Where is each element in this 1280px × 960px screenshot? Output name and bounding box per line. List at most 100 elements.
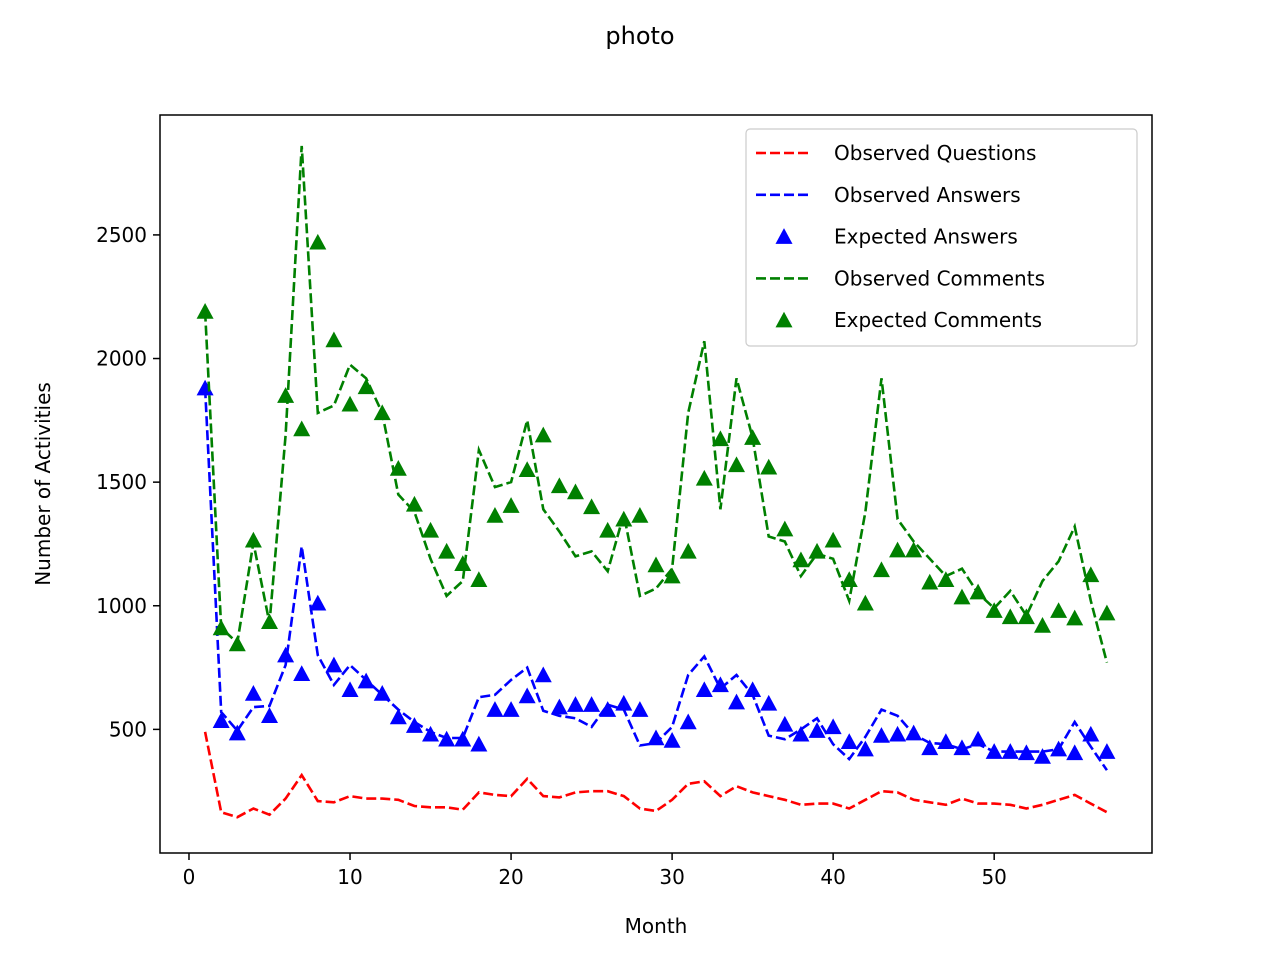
series-expected-answers	[196, 379, 1116, 764]
data-point	[1098, 604, 1116, 621]
data-point	[502, 701, 520, 717]
data-point	[631, 507, 649, 523]
data-point	[985, 602, 1003, 618]
data-point	[1001, 608, 1019, 625]
data-point	[325, 331, 343, 348]
data-point	[454, 555, 472, 571]
data-point	[1082, 725, 1100, 742]
data-point	[534, 666, 552, 683]
data-point	[261, 613, 279, 630]
data-point	[518, 461, 536, 478]
series-expected-comments	[196, 233, 1116, 652]
data-point	[422, 725, 440, 742]
data-point	[760, 458, 778, 475]
data-point	[486, 701, 504, 717]
legend-item: Observed Answers	[756, 183, 1021, 207]
data-point	[1033, 617, 1051, 633]
data-point	[663, 567, 681, 584]
data-point	[1017, 608, 1035, 625]
data-point	[325, 656, 343, 673]
data-point	[728, 693, 746, 710]
data-point	[776, 520, 794, 537]
x-tick-label: 10	[337, 865, 362, 889]
data-point	[470, 735, 488, 752]
data-point	[422, 521, 440, 538]
data-point	[341, 395, 359, 412]
data-point	[438, 542, 456, 559]
legend-label: Observed Comments	[834, 266, 1045, 290]
legend-marker-swatch	[775, 228, 793, 244]
y-tick-label: 2000	[96, 347, 147, 371]
series-observed-questions	[203, 731, 1108, 819]
data-point	[647, 729, 665, 746]
legend-label: Observed Answers	[834, 183, 1021, 207]
data-point	[905, 724, 923, 741]
data-point	[599, 701, 617, 717]
data-point	[840, 571, 858, 588]
data-point	[760, 694, 778, 711]
data-point	[889, 541, 907, 558]
plot-area	[196, 145, 1116, 819]
data-point	[969, 730, 987, 747]
data-point	[373, 404, 391, 421]
data-point	[695, 469, 713, 486]
data-point	[1098, 743, 1116, 759]
x-tick-label: 20	[498, 865, 523, 889]
y-axis: 500 1000 1500 2000 2500	[96, 223, 160, 741]
data-point	[792, 551, 810, 568]
y-tick-label: 1500	[96, 470, 147, 494]
data-point	[872, 561, 890, 578]
y-tick-label: 1000	[96, 594, 147, 618]
series-observed-comments	[203, 145, 1109, 663]
legend-item: Expected Comments	[775, 308, 1042, 332]
data-point	[389, 708, 407, 725]
data-point	[228, 724, 246, 741]
data-point	[309, 233, 327, 250]
data-point	[566, 483, 584, 500]
plot-frame	[159, 114, 1153, 854]
data-point	[1050, 602, 1068, 618]
x-tick-label: 40	[820, 865, 845, 889]
data-point	[196, 303, 214, 319]
data-point	[711, 430, 729, 447]
data-point	[470, 571, 488, 588]
data-point	[373, 685, 391, 701]
data-point	[357, 378, 375, 395]
data-point	[486, 507, 504, 523]
data-point	[631, 701, 649, 717]
data-point	[244, 531, 262, 548]
data-point	[341, 681, 359, 698]
legend-marker-swatch	[775, 311, 793, 328]
x-axis-title: Month	[625, 914, 688, 938]
legend: Observed Questions Observed Answers Expect…	[745, 128, 1138, 347]
data-point	[937, 571, 955, 588]
data-point	[502, 497, 520, 513]
series-line	[203, 145, 1109, 663]
data-point	[921, 739, 939, 756]
legend-item: Observed Comments	[756, 266, 1045, 290]
data-point	[663, 732, 681, 748]
data-point	[776, 715, 794, 732]
data-point	[905, 541, 923, 558]
y-axis-title: Number of Activities	[31, 382, 55, 586]
data-point	[711, 676, 729, 693]
data-point	[615, 694, 633, 711]
data-point	[1033, 748, 1051, 764]
data-point	[389, 460, 407, 476]
data-point	[953, 588, 971, 605]
data-point	[969, 583, 987, 600]
chart-title: photo	[605, 22, 674, 50]
data-point	[293, 420, 311, 437]
x-tick-label: 30	[659, 865, 684, 889]
x-tick-label: 50	[981, 865, 1006, 889]
data-point	[985, 743, 1003, 759]
legend-label: Expected Answers	[834, 225, 1018, 249]
data-point	[679, 542, 697, 559]
data-point	[808, 722, 826, 738]
legend-item: Observed Questions	[756, 141, 1036, 165]
data-point	[808, 542, 826, 559]
data-point	[228, 635, 246, 652]
data-point	[599, 521, 617, 538]
data-point	[293, 665, 311, 681]
